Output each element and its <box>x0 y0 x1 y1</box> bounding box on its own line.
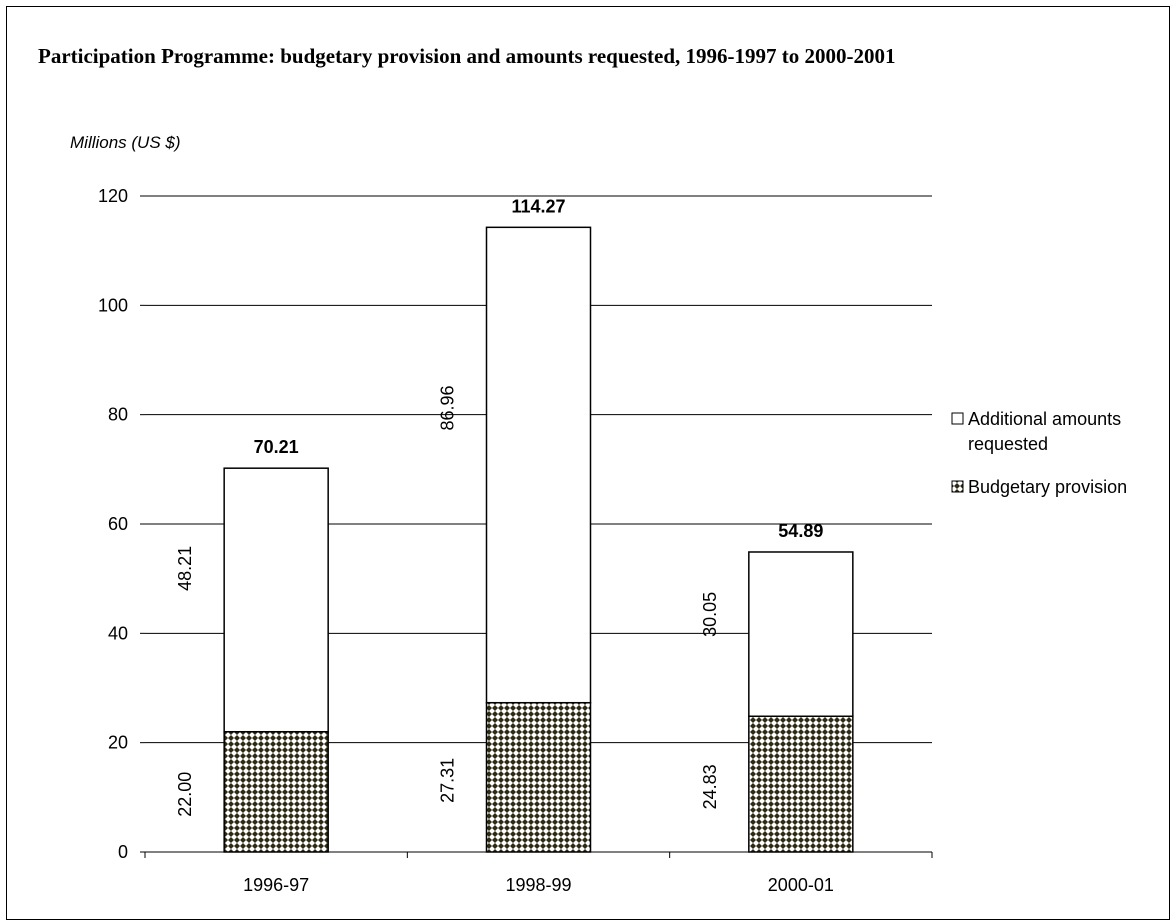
chart-title: Participation Programme: budgetary provi… <box>38 44 895 68</box>
segment-value-label: 30.05 <box>700 592 720 637</box>
legend: Additional amounts requested Budgetary pro… <box>951 409 1127 497</box>
legend-swatch <box>951 412 964 425</box>
segment-value-label: 27.31 <box>438 758 458 803</box>
y-tick-label: 0 <box>118 842 128 862</box>
total-value-label: 54.89 <box>778 521 823 541</box>
bar-segment <box>748 551 854 718</box>
bar-segment <box>223 467 329 733</box>
y-axis: 0 20 40 60 80 100 120 <box>98 186 145 862</box>
total-value-label: 114.27 <box>511 196 565 216</box>
bar-segment <box>748 715 854 853</box>
y-tick-label: 40 <box>108 623 128 643</box>
x-tick-label: 2000-01 <box>768 875 834 895</box>
legend-label: requested <box>968 434 1048 454</box>
legend-swatch <box>951 480 964 493</box>
y-tick-label: 120 <box>98 186 128 206</box>
segment-value-label: 22.00 <box>175 772 195 817</box>
total-value-label: 70.21 <box>254 437 299 457</box>
bars <box>223 226 854 853</box>
segment-value-label: 86.96 <box>438 385 458 430</box>
data-labels: 22.00 48.21 70.21 27.31 86.96 114.27 24.83 30.0… <box>175 196 823 816</box>
legend-label: Additional amounts <box>968 409 1121 429</box>
x-axis: 1996-97 1998-99 2000-01 <box>144 851 933 895</box>
legend-label: Budgetary provision <box>968 477 1127 497</box>
segment-value-label: 24.83 <box>700 764 720 809</box>
y-tick-label: 60 <box>108 514 128 534</box>
bar-segment <box>485 701 592 853</box>
segment-value-label: 48.21 <box>175 546 195 591</box>
x-tick-label: 1996-97 <box>243 875 309 895</box>
y-axis-title: Millions (US $) <box>70 133 181 152</box>
bar-segment <box>485 226 592 704</box>
bar-segment <box>223 730 329 853</box>
y-tick-label: 80 <box>108 405 128 425</box>
y-tick-label: 100 <box>98 295 128 315</box>
y-tick-label: 20 <box>108 733 128 753</box>
x-tick-label: 1998-99 <box>505 875 571 895</box>
